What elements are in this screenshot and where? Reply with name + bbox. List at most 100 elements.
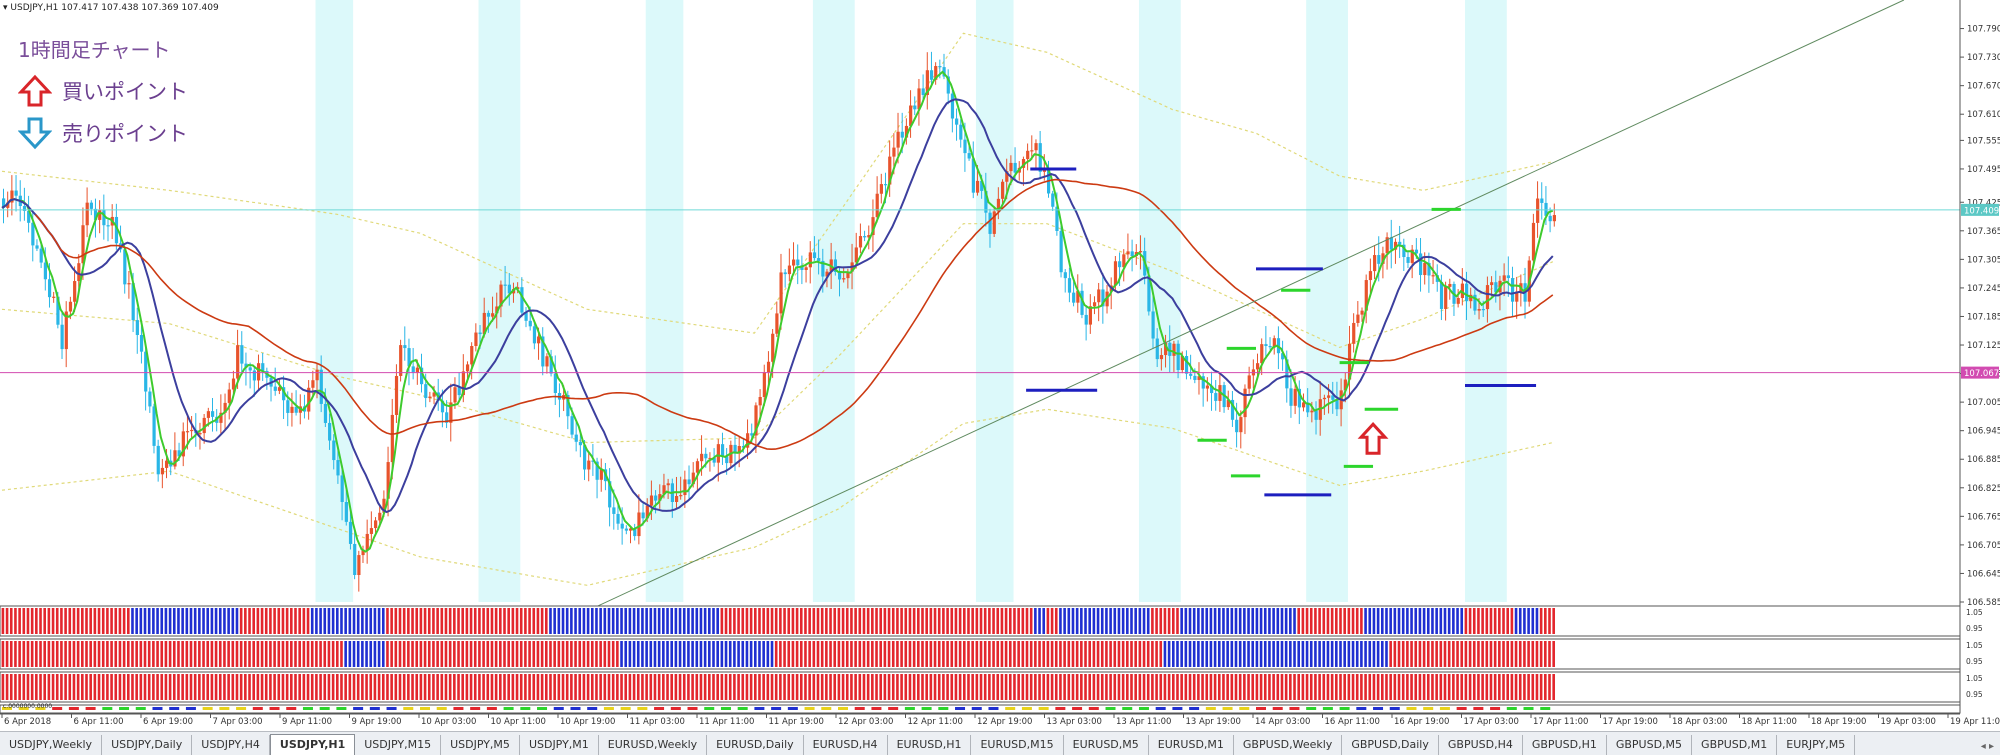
chart-tab[interactable]: GBPUSD,M1 <box>1692 735 1778 755</box>
indicator-bar <box>122 608 126 634</box>
indicator-bar <box>1197 608 1200 634</box>
tab-scroll-arrows-icon[interactable]: ◂ ▸ <box>1980 741 1994 752</box>
chart-tab[interactable]: GBPUSD,H1 <box>1523 735 1607 755</box>
indicator-bar <box>1318 641 1321 667</box>
indicator-bar <box>1109 608 1112 634</box>
indicator-bar <box>871 674 874 700</box>
candle <box>1034 143 1038 151</box>
candle <box>1297 388 1301 408</box>
candle <box>1301 402 1306 408</box>
indicator-dash <box>353 707 364 710</box>
indicator-bar <box>223 641 226 667</box>
price-tick-label: 107.555 <box>1967 136 2000 146</box>
indicator-bar <box>1548 674 1551 700</box>
indicator-dash <box>821 707 832 710</box>
indicator-bar <box>958 674 962 700</box>
indicator-bar <box>244 674 247 700</box>
indicator-bar <box>682 674 686 700</box>
indicator-bar <box>461 608 464 634</box>
chart-tab[interactable]: USDJPY,H1 <box>269 734 356 755</box>
chart-tab[interactable]: EURUSD,Weekly <box>599 735 708 755</box>
chart-tab[interactable]: GBPUSD,Weekly <box>1234 735 1343 755</box>
indicator-bar <box>127 674 130 700</box>
chart-tab[interactable]: EURUSD,M15 <box>971 735 1064 755</box>
indicator-bar <box>1117 674 1121 700</box>
indicator-dash <box>470 707 481 710</box>
indicator-bar <box>1280 641 1284 667</box>
chart-tab[interactable]: GBPUSD,M5 <box>1607 735 1693 755</box>
indicator-bar <box>423 608 427 634</box>
candle <box>1360 310 1364 315</box>
indicator-bar <box>1368 641 1372 667</box>
indicator-bar <box>641 608 644 634</box>
chart-tab[interactable]: USDJPY,Weekly <box>0 735 103 755</box>
chart-tab[interactable]: USDJPY,M1 <box>520 735 599 755</box>
candle <box>290 406 294 413</box>
indicator-bar <box>570 608 573 634</box>
chart-tab[interactable]: USDJPY,M5 <box>441 735 520 755</box>
indicator-bar <box>147 674 151 700</box>
indicator-bar <box>214 674 218 700</box>
chart-tab[interactable]: USDJPY,H4 <box>192 735 270 755</box>
indicator-bar <box>302 641 306 667</box>
indicator-bar <box>1259 608 1263 634</box>
chart-tab[interactable]: EURJPY,M5 <box>1777 735 1856 755</box>
indicator-bar <box>415 641 419 667</box>
indicator-bar <box>607 641 611 667</box>
indicator-bar <box>841 608 845 634</box>
indicator-bar <box>1422 641 1426 667</box>
indicator-bar <box>1134 674 1137 700</box>
chart-tab[interactable]: EURUSD,M5 <box>1064 735 1149 755</box>
indicator-bar <box>277 641 281 667</box>
indicator-bar <box>26 641 30 667</box>
candle <box>39 248 43 263</box>
indicator-bar <box>1322 641 1326 667</box>
chart-tab[interactable]: EURUSD,H1 <box>888 735 972 755</box>
candle <box>950 93 955 119</box>
candle <box>1364 280 1368 311</box>
indicator-bar <box>1176 674 1179 700</box>
indicator-bar <box>1518 608 1522 634</box>
indicator-bar <box>1226 674 1229 700</box>
indicator-bar <box>1293 674 1296 700</box>
indicator-bar <box>1322 608 1326 634</box>
symbol-menu-icon[interactable]: ▾ <box>3 3 8 13</box>
candle <box>879 184 883 194</box>
candle <box>277 387 282 391</box>
chart-tab[interactable]: EURUSD,M1 <box>1149 735 1234 755</box>
indicator-bar <box>1493 608 1497 634</box>
chart-tab[interactable]: EURUSD,Daily <box>707 735 804 755</box>
indicator-bar <box>453 608 456 634</box>
session-band-1 <box>478 0 521 602</box>
chart-tab[interactable]: GBPUSD,H4 <box>1439 735 1523 755</box>
indicator-bar <box>1230 641 1234 667</box>
indicator-bar <box>1209 674 1213 700</box>
indicator-bar <box>540 674 544 700</box>
indicator-bar <box>47 641 51 667</box>
indicator-bar <box>1046 674 1050 700</box>
chart-tab[interactable]: USDJPY,Daily <box>102 735 193 755</box>
indicator-bar <box>1464 608 1468 634</box>
indicator-bar <box>331 674 335 700</box>
indicator-bar <box>1251 641 1255 667</box>
indicator-bar <box>1489 641 1493 667</box>
indicator-bar <box>436 608 439 634</box>
indicator-bar <box>1008 674 1012 700</box>
indicator-dash <box>704 707 715 710</box>
indicator-bar <box>728 608 732 634</box>
indicator-bar <box>708 608 711 634</box>
chart-tab[interactable]: EURUSD,H4 <box>804 735 888 755</box>
candle <box>608 481 612 508</box>
chart-tab[interactable]: USDJPY,M15 <box>355 735 442 755</box>
price-chart[interactable]: 107.790107.730107.670107.610107.555107.4… <box>0 0 2000 731</box>
indicator-bar <box>494 674 498 700</box>
chart-tab[interactable]: GBPUSD,Daily <box>1342 735 1439 755</box>
indicator-bar <box>35 641 38 667</box>
indicator-bar <box>1552 608 1555 634</box>
indicator-bar <box>1326 641 1330 667</box>
indicator-bar <box>1468 674 1472 700</box>
indicator-bar <box>925 674 928 700</box>
indicator-bar <box>72 674 76 700</box>
indicator-bar <box>1013 641 1016 667</box>
indicator-bar <box>1121 641 1125 667</box>
